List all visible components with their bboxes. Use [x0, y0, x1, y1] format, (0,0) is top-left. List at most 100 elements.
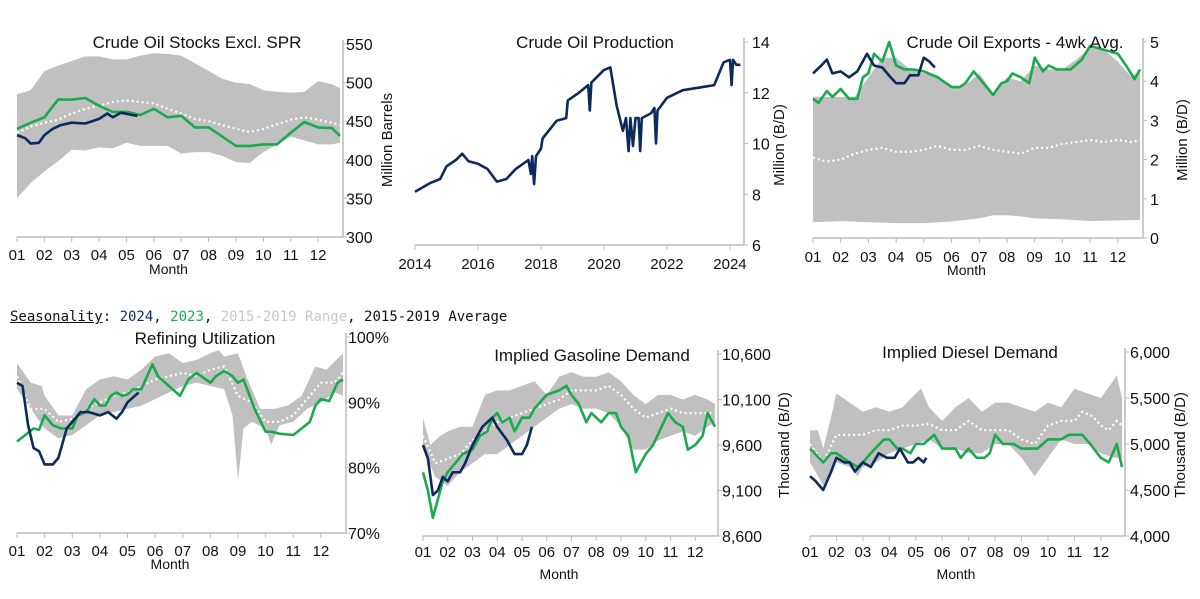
x-tick-label: 07 [563, 544, 580, 561]
x-tick-label: 02 [832, 249, 849, 266]
x-tick-label: 07 [173, 247, 190, 264]
y-tick-label: 70% [348, 526, 380, 543]
x-tick-label: 2024 [713, 256, 746, 273]
x-tick-label: 09 [1013, 544, 1030, 561]
series-2024-line [421, 416, 534, 497]
y-tick-label: 100% [348, 330, 389, 347]
range-band [813, 47, 1140, 224]
x-tick-label: 2016 [461, 256, 494, 273]
x-tick-label: 05 [119, 543, 136, 560]
series-2024-line [16, 111, 138, 145]
x-tick-label: 01 [415, 544, 432, 561]
legend-item-2023: 2023 [170, 309, 204, 325]
y-tick-label: 300 [346, 230, 373, 247]
x-tick-label: 07 [971, 249, 988, 266]
x-axis-label: Month [540, 566, 579, 582]
x-tick-label: 10 [1054, 249, 1071, 266]
x-tick-label: 2018 [524, 256, 557, 273]
y-tick-label: 0 [1150, 231, 1159, 248]
y-tick-label: 5 [1150, 35, 1159, 52]
y-tick-label: 8 [752, 187, 761, 204]
x-tick-label: 07 [960, 544, 977, 561]
y-tick-label: 8,600 [722, 529, 762, 546]
series-2023-line [421, 384, 717, 520]
x-tick-label: 09 [228, 247, 245, 264]
y-axis-label: Million (B/D) [771, 104, 788, 186]
legend-separator: : [102, 309, 120, 325]
x-tick-label: 08 [200, 247, 217, 264]
x-tick-label: 02 [828, 544, 845, 561]
y-tick-label: 6 [752, 238, 761, 255]
x-tick-label: 12 [687, 544, 704, 561]
x-tick-label: 04 [489, 544, 506, 561]
x-tick-label: 12 [310, 247, 327, 264]
x-tick-label: 06 [147, 543, 164, 560]
y-tick-label: 500 [346, 76, 373, 93]
y-tick-label: 4,500 [1130, 483, 1170, 500]
x-tick-label: 01 [805, 249, 822, 266]
x-axis-label: Month [149, 261, 188, 277]
series-2023-line [16, 96, 341, 148]
y-tick-label: 80% [348, 461, 380, 478]
y-tick-label: 2 [1150, 153, 1159, 170]
chart-title: Crude Oil Production [516, 33, 674, 52]
x-tick-label: 04 [881, 544, 898, 561]
seasonality-legend: Seasonality: 2024, 2023, 2015-2019 Range… [10, 309, 508, 325]
x-tick-label: 02 [36, 247, 53, 264]
chart-title: Crude Oil Exports - 4wk Avg. [907, 33, 1124, 52]
x-tick-label: 06 [538, 544, 555, 561]
chart-title: Implied Gasoline Demand [494, 346, 690, 365]
x-tick-label: 05 [907, 544, 924, 561]
x-tick-label: 10 [1040, 544, 1057, 561]
x-tick-label: 2014 [398, 256, 431, 273]
x-tick-label: 11 [1067, 544, 1083, 561]
production-line [414, 58, 741, 193]
y-tick-label: 9,600 [722, 438, 762, 455]
x-tick-label: 11 [663, 544, 679, 561]
series-2023-line [809, 433, 1124, 469]
x-tick-label: 09 [613, 544, 630, 561]
x-tick-label: 12 [313, 543, 330, 560]
average-line [421, 384, 715, 465]
y-tick-label: 3 [1150, 113, 1159, 130]
x-tick-label: 06 [146, 247, 163, 264]
x-tick-label: 05 [916, 249, 933, 266]
x-axis-label: Month [151, 556, 190, 572]
chart-1: 6 8 10 12 14 2014 2016 2018 2020 2022 2024 Crude Oi… [398, 33, 788, 273]
range-band [423, 372, 715, 486]
y-tick-label: 350 [346, 191, 373, 208]
x-tick-label: 05 [514, 544, 531, 561]
y-tick-label: 550 [346, 37, 373, 54]
x-tick-label: 08 [588, 544, 605, 561]
legend-item-2024: 2024 [119, 309, 154, 325]
x-tick-label: 02 [439, 544, 456, 561]
series-2023-line [812, 40, 1142, 105]
y-axis-label: Thousand (B/D) [776, 392, 793, 498]
x-tick-label: 2020 [587, 256, 620, 273]
legend-label: Seasonality [10, 309, 103, 325]
x-tick-label: 11 [283, 247, 299, 264]
chart-3: 70% 80% 90% 100% 01 02 03 04 05 06 07 08 09 10 11 12 Ref… [9, 329, 389, 572]
x-tick-label: 09 [230, 543, 247, 560]
chart-5: 4,000 4,500 5,000 5,500 6,000 01 02 03 04 05 06 07 0… [802, 343, 1189, 582]
x-tick-label: 04 [888, 249, 905, 266]
series-2024-line [16, 381, 140, 466]
x-tick-label: 10 [255, 247, 272, 264]
x-tick-label: 01 [9, 247, 26, 264]
x-tick-label: 01 [802, 544, 819, 561]
y-tick-label: 90% [348, 395, 380, 412]
x-tick-label: 07 [174, 543, 191, 560]
y-tick-label: 450 [346, 114, 373, 131]
average-line [16, 99, 341, 134]
y-tick-label: 12 [752, 86, 770, 103]
x-tick-label: 08 [987, 544, 1004, 561]
x-tick-label: 04 [92, 543, 109, 560]
series-2024-line [812, 52, 936, 85]
x-tick-label: 2022 [650, 256, 683, 273]
legend-item-average: 2015-2019 Average [364, 309, 508, 325]
chart-title: Refining Utilization [135, 329, 276, 348]
x-tick-label: 03 [63, 247, 80, 264]
y-tick-label: 14 [752, 35, 770, 52]
range-band [810, 375, 1122, 486]
